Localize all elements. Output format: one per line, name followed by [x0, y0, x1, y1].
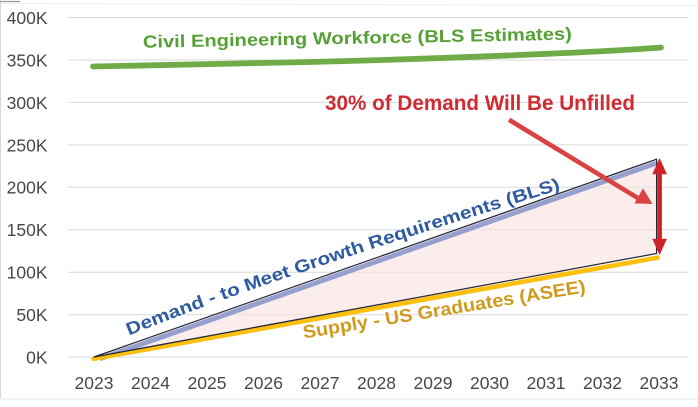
svg-text:150K: 150K — [7, 220, 48, 240]
svg-text:2030: 2030 — [470, 373, 509, 393]
svg-text:250K: 250K — [7, 135, 48, 155]
svg-text:0K: 0K — [26, 348, 48, 368]
svg-text:2031: 2031 — [527, 373, 566, 393]
svg-text:2032: 2032 — [583, 373, 622, 393]
svg-text:400K: 400K — [7, 8, 48, 28]
svg-text:2025: 2025 — [188, 373, 227, 393]
svg-text:30% of Demand Will Be Unfilled: 30% of Demand Will Be Unfilled — [325, 92, 635, 115]
svg-text:2028: 2028 — [357, 373, 396, 393]
svg-text:50K: 50K — [16, 305, 47, 325]
svg-text:2033: 2033 — [640, 373, 679, 393]
svg-text:2023: 2023 — [75, 373, 114, 393]
svg-text:100K: 100K — [7, 263, 48, 283]
svg-text:200K: 200K — [7, 178, 48, 198]
svg-text:2029: 2029 — [414, 373, 453, 393]
svg-text:2024: 2024 — [131, 373, 170, 393]
svg-text:2027: 2027 — [301, 373, 340, 393]
svg-text:300K: 300K — [7, 93, 48, 113]
svg-text:350K: 350K — [7, 50, 48, 70]
svg-text:2026: 2026 — [244, 373, 283, 393]
